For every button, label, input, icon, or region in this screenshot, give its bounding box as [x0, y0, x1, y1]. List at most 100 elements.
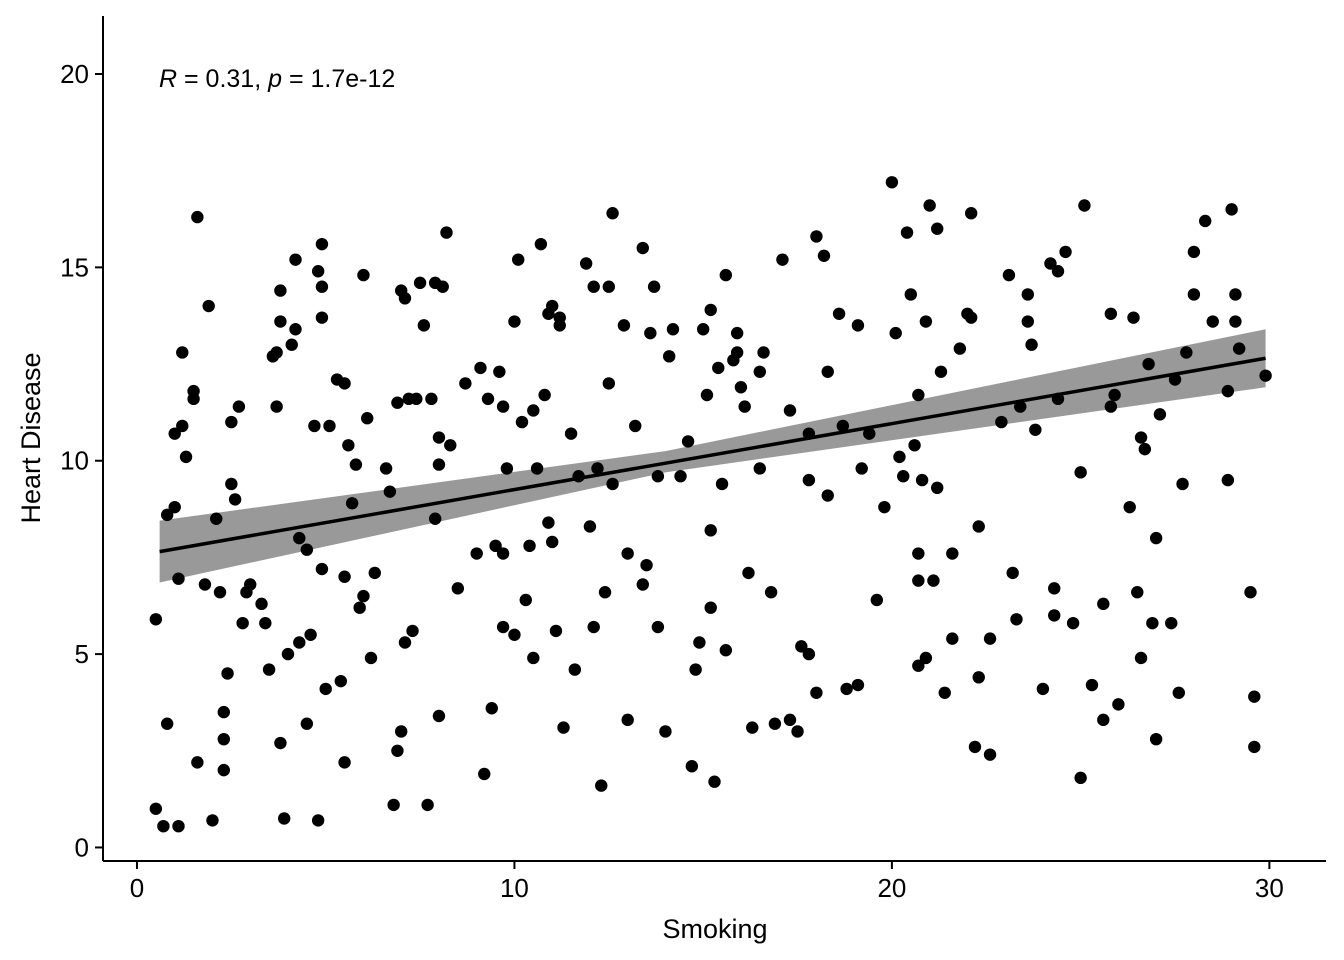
data-point [995, 415, 1008, 429]
data-point [602, 377, 616, 390]
data-point [863, 427, 876, 440]
data-point [425, 392, 438, 406]
data-point [160, 717, 174, 730]
data-point [157, 819, 170, 833]
data-point [1134, 431, 1148, 444]
data-point [557, 721, 570, 734]
data-point [953, 342, 967, 355]
data-point [444, 439, 457, 452]
data-point [893, 450, 906, 464]
data-point [746, 721, 759, 734]
data-point [349, 458, 363, 471]
data-point [440, 226, 453, 239]
data-point [931, 481, 944, 495]
data-point [938, 686, 951, 699]
data-point [172, 572, 185, 585]
data-point [1127, 311, 1140, 324]
data-point [315, 562, 329, 576]
data-point [406, 624, 419, 638]
data-point [542, 516, 555, 529]
data-point [832, 307, 846, 320]
data-point [323, 419, 336, 433]
data-point [912, 388, 925, 402]
data-point [255, 597, 268, 611]
data-point [1229, 288, 1242, 301]
data-point [878, 500, 891, 514]
data-point [470, 547, 483, 560]
data-point [1138, 442, 1152, 456]
data-point [946, 632, 959, 645]
data-point [485, 702, 498, 715]
data-point [387, 798, 400, 812]
data-point [1097, 597, 1110, 611]
data-point [391, 744, 404, 757]
data-point [753, 462, 766, 475]
data-point [681, 435, 695, 448]
data-point [342, 439, 355, 452]
data-point [1002, 268, 1016, 282]
data-point [1131, 586, 1144, 599]
data-points-layer [149, 176, 1272, 833]
regression-line-layer [159, 356, 1266, 554]
data-point [923, 199, 936, 212]
data-point [1176, 477, 1189, 491]
data-point [149, 802, 163, 815]
data-point [629, 419, 642, 433]
data-point [1044, 257, 1057, 270]
data-point [225, 477, 238, 491]
data-point [802, 647, 816, 661]
p-value: = 1.7e-12 [282, 65, 395, 93]
data-point [270, 400, 283, 413]
x-tick-label: 30 [1255, 873, 1284, 903]
data-point [964, 207, 978, 220]
data-point [357, 589, 370, 603]
data-point [719, 268, 733, 282]
data-point [1165, 616, 1178, 630]
data-point [534, 237, 548, 251]
data-point [968, 740, 982, 754]
data-point [712, 361, 725, 375]
data-point [281, 647, 295, 661]
data-point [915, 473, 929, 487]
data-point [870, 593, 884, 607]
data-point [621, 547, 634, 560]
data-point [395, 725, 408, 738]
data-point [311, 265, 325, 278]
y-tick-label: 10 [60, 446, 89, 476]
data-point [1206, 315, 1219, 328]
y-tick-label: 0 [75, 832, 89, 862]
data-point [1153, 408, 1167, 421]
data-point [1010, 613, 1023, 626]
data-point [1221, 473, 1235, 487]
data-point [398, 292, 412, 305]
data-point [179, 450, 193, 464]
data-point [1059, 245, 1072, 259]
data-point [364, 651, 378, 665]
data-point [413, 276, 427, 290]
data-point [715, 477, 729, 491]
data-point [398, 636, 412, 649]
y-axis-title: Heart Disease [16, 352, 46, 523]
data-point [1006, 566, 1019, 580]
data-point [217, 705, 230, 719]
data-point [545, 535, 559, 549]
data-point [160, 508, 174, 522]
data-point [757, 346, 770, 359]
y-tick-label: 15 [60, 252, 89, 282]
data-point [259, 616, 272, 630]
data-point [1172, 686, 1185, 699]
data-point [579, 257, 593, 270]
x-tick-label: 10 [500, 873, 529, 903]
data-point [493, 365, 506, 378]
data-point [1066, 616, 1080, 630]
data-point [934, 365, 948, 378]
data-point [651, 620, 665, 634]
data-point [496, 620, 510, 634]
data-point [383, 485, 397, 498]
data-point [232, 400, 246, 413]
data-point [519, 593, 532, 607]
data-point [553, 319, 566, 332]
data-point [946, 547, 959, 560]
data-point [549, 624, 563, 638]
data-point [338, 570, 351, 583]
